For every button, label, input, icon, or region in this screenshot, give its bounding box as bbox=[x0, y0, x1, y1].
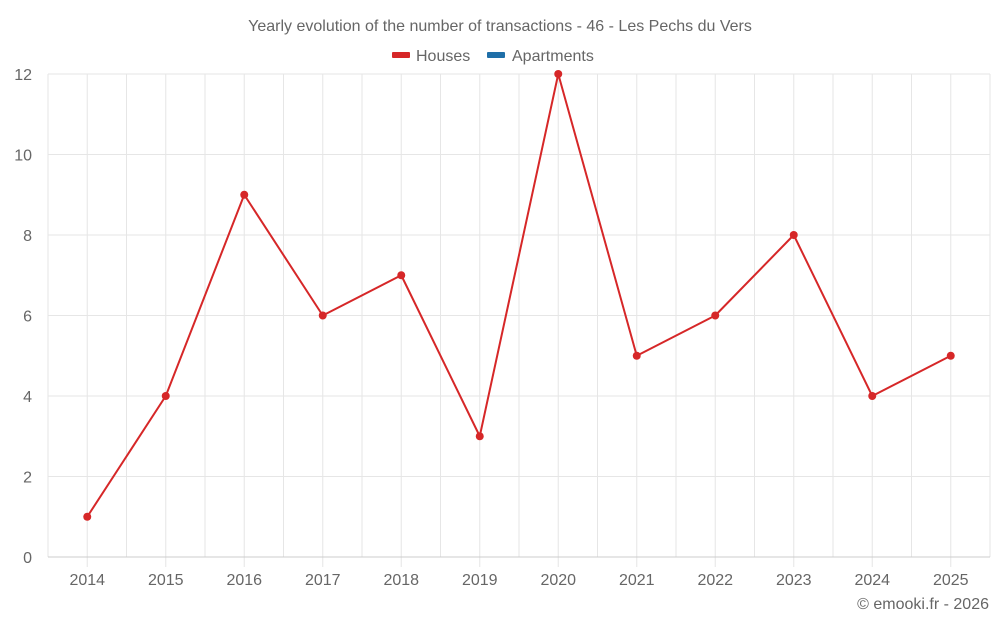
legend-item-houses[interactable]: Houses bbox=[392, 48, 470, 65]
data-point[interactable] bbox=[240, 190, 249, 199]
y-tick-label: 0 bbox=[23, 550, 32, 567]
data-point[interactable] bbox=[83, 512, 92, 521]
legend-swatch-houses bbox=[392, 52, 410, 58]
data-point[interactable] bbox=[397, 271, 406, 280]
y-axis: 0 2 4 6 8 10 12 bbox=[14, 67, 32, 567]
copyright-credit: © emooki.fr - 2026 bbox=[857, 596, 989, 613]
data-point[interactable] bbox=[711, 311, 720, 320]
y-tick-label: 4 bbox=[23, 389, 32, 406]
series-houses bbox=[83, 70, 955, 521]
y-tick-label: 2 bbox=[23, 470, 32, 487]
x-tick-label: 2021 bbox=[619, 572, 655, 589]
data-point[interactable] bbox=[554, 70, 563, 78]
data-point[interactable] bbox=[318, 311, 327, 320]
x-tick-label: 2025 bbox=[933, 572, 969, 589]
data-point[interactable] bbox=[632, 351, 641, 360]
x-tick-label: 2020 bbox=[540, 572, 576, 589]
data-point[interactable] bbox=[868, 392, 877, 400]
legend-item-apartments[interactable]: Apartments bbox=[487, 48, 594, 65]
x-tick-label: 2017 bbox=[305, 572, 341, 589]
y-tick-label: 10 bbox=[14, 148, 32, 165]
legend-swatch-apartments bbox=[487, 52, 505, 58]
y-tick-label: 8 bbox=[23, 228, 32, 245]
x-axis: 2014 2015 2016 2017 2018 2019 2020 2021 2022 2023… bbox=[48, 556, 990, 589]
data-point[interactable] bbox=[946, 351, 955, 360]
y-tick-label: 12 bbox=[14, 67, 32, 84]
grid-lines bbox=[47, 73, 991, 567]
series-line bbox=[86, 73, 952, 518]
x-tick-label: 2023 bbox=[776, 572, 812, 589]
data-point[interactable] bbox=[161, 392, 170, 400]
data-point[interactable] bbox=[475, 432, 484, 441]
legend: Houses Apartments bbox=[392, 48, 594, 65]
y-tick-label: 6 bbox=[23, 309, 32, 326]
x-tick-label: 2024 bbox=[854, 572, 890, 589]
x-tick-label: 2016 bbox=[226, 572, 262, 589]
x-tick-label: 2014 bbox=[69, 572, 105, 589]
x-tick-label: 2022 bbox=[697, 572, 733, 589]
data-point[interactable] bbox=[789, 231, 798, 239]
x-tick-label: 2018 bbox=[383, 572, 419, 589]
x-tick-label: 2019 bbox=[462, 572, 498, 589]
chart-title: Yearly evolution of the number of transa… bbox=[248, 18, 752, 35]
x-tick-label: 2015 bbox=[148, 572, 184, 589]
legend-label-apartments: Apartments bbox=[512, 48, 594, 65]
legend-label-houses: Houses bbox=[416, 48, 470, 65]
